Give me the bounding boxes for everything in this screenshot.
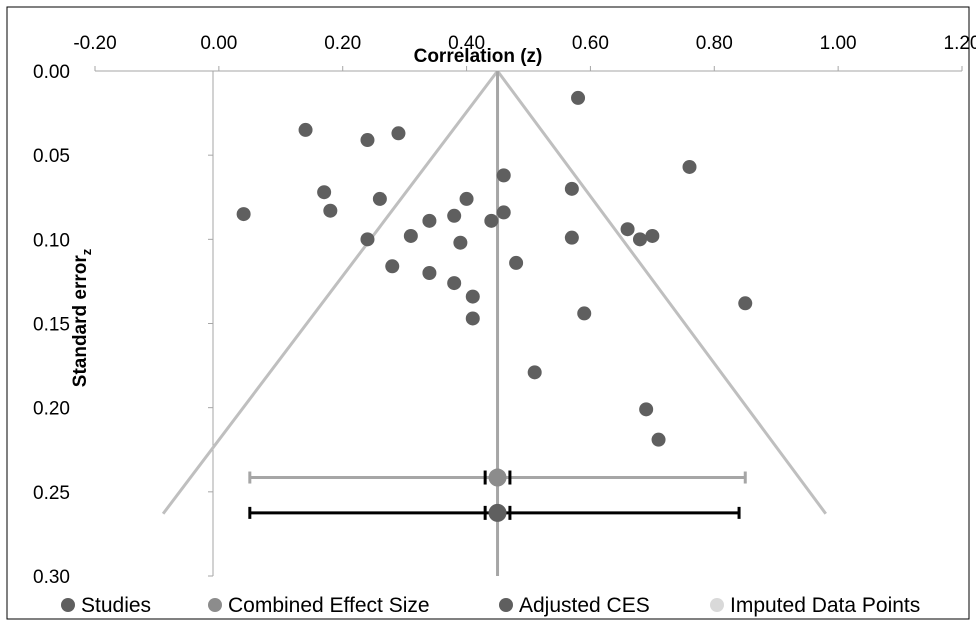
y-axis-title-group: Standard errorz [70, 248, 94, 387]
study-point [422, 213, 437, 228]
study-point [372, 191, 387, 206]
y-tick-label: 0.15 [33, 315, 70, 336]
x-tick-label: 0.60 [572, 33, 609, 54]
confidence-intervals [248, 468, 747, 522]
study-point [323, 203, 338, 218]
study-point [651, 432, 666, 447]
y-tick-label: 0.20 [33, 399, 70, 420]
study-point [459, 191, 474, 206]
study-point [571, 90, 586, 105]
x-tick-label: 1.00 [820, 33, 857, 54]
y-axis-subscript: z [79, 248, 94, 255]
funnel-left-edge [161, 70, 499, 515]
study-point [422, 266, 437, 280]
study-point [632, 232, 647, 247]
study-point [360, 232, 375, 247]
y-tick-label: 0.10 [33, 230, 70, 251]
study-point [496, 205, 511, 220]
study-point [360, 133, 375, 148]
study-point [682, 159, 697, 174]
x-tick-label: 1.20 [944, 33, 976, 54]
study-point [391, 126, 406, 141]
combined-effect-point [488, 468, 507, 487]
x-tick-label: 0.80 [696, 33, 733, 54]
chart-frame [6, 6, 970, 620]
legend-marker [499, 598, 513, 612]
study-point [403, 228, 418, 243]
svg-text:Standard errorz: Standard errorz [70, 248, 94, 387]
legend-label: Adjusted CES [519, 594, 650, 617]
legend-label: Combined Effect Size [228, 594, 430, 617]
study-point [639, 402, 654, 417]
study-point [465, 289, 480, 304]
study-point [298, 122, 313, 137]
y-tick-label: 0.00 [33, 62, 70, 83]
x-tick-label: 0.40 [448, 33, 485, 54]
x-tick-label: -0.20 [73, 33, 116, 54]
legend-marker [61, 598, 75, 612]
study-point [738, 296, 753, 311]
study-point [447, 208, 462, 223]
legend-marker [710, 598, 724, 612]
study-point [453, 235, 468, 250]
funnel-right-edge [496, 70, 827, 515]
study-point [509, 255, 524, 270]
study-point [577, 306, 592, 321]
study-point [496, 168, 511, 183]
legend-label: Studies [81, 594, 151, 617]
study-point [564, 181, 579, 196]
study-point [385, 259, 400, 274]
y-axis-title: Standard error [70, 255, 91, 388]
data-points [236, 90, 753, 447]
funnel-lines [161, 70, 827, 576]
study-point [620, 222, 635, 237]
x-axis-title: Correlation (z) [414, 46, 543, 67]
x-tick-label: 0.20 [324, 33, 361, 54]
study-point [465, 311, 480, 326]
axes: -0.20 0.00 0.20 0.40 0.60 0.80 1.00 1.200.000.0… [33, 33, 976, 588]
legend-label: Imputed Data Points [730, 594, 920, 617]
study-point [645, 228, 660, 243]
y-tick-label: 0.25 [33, 483, 70, 504]
study-point [484, 213, 499, 228]
study-point [236, 207, 251, 222]
study-point [527, 365, 542, 380]
study-point [447, 276, 462, 291]
adjusted-ces-point [488, 503, 507, 522]
study-point [317, 185, 332, 200]
legend-marker [208, 598, 222, 612]
study-point [564, 230, 579, 245]
y-tick-label: 0.30 [33, 567, 70, 588]
y-tick-label: 0.05 [33, 146, 70, 167]
x-tick-label: 0.00 [200, 33, 237, 54]
legend: Studies Combined Effect Size Adjusted CES I… [61, 594, 920, 617]
